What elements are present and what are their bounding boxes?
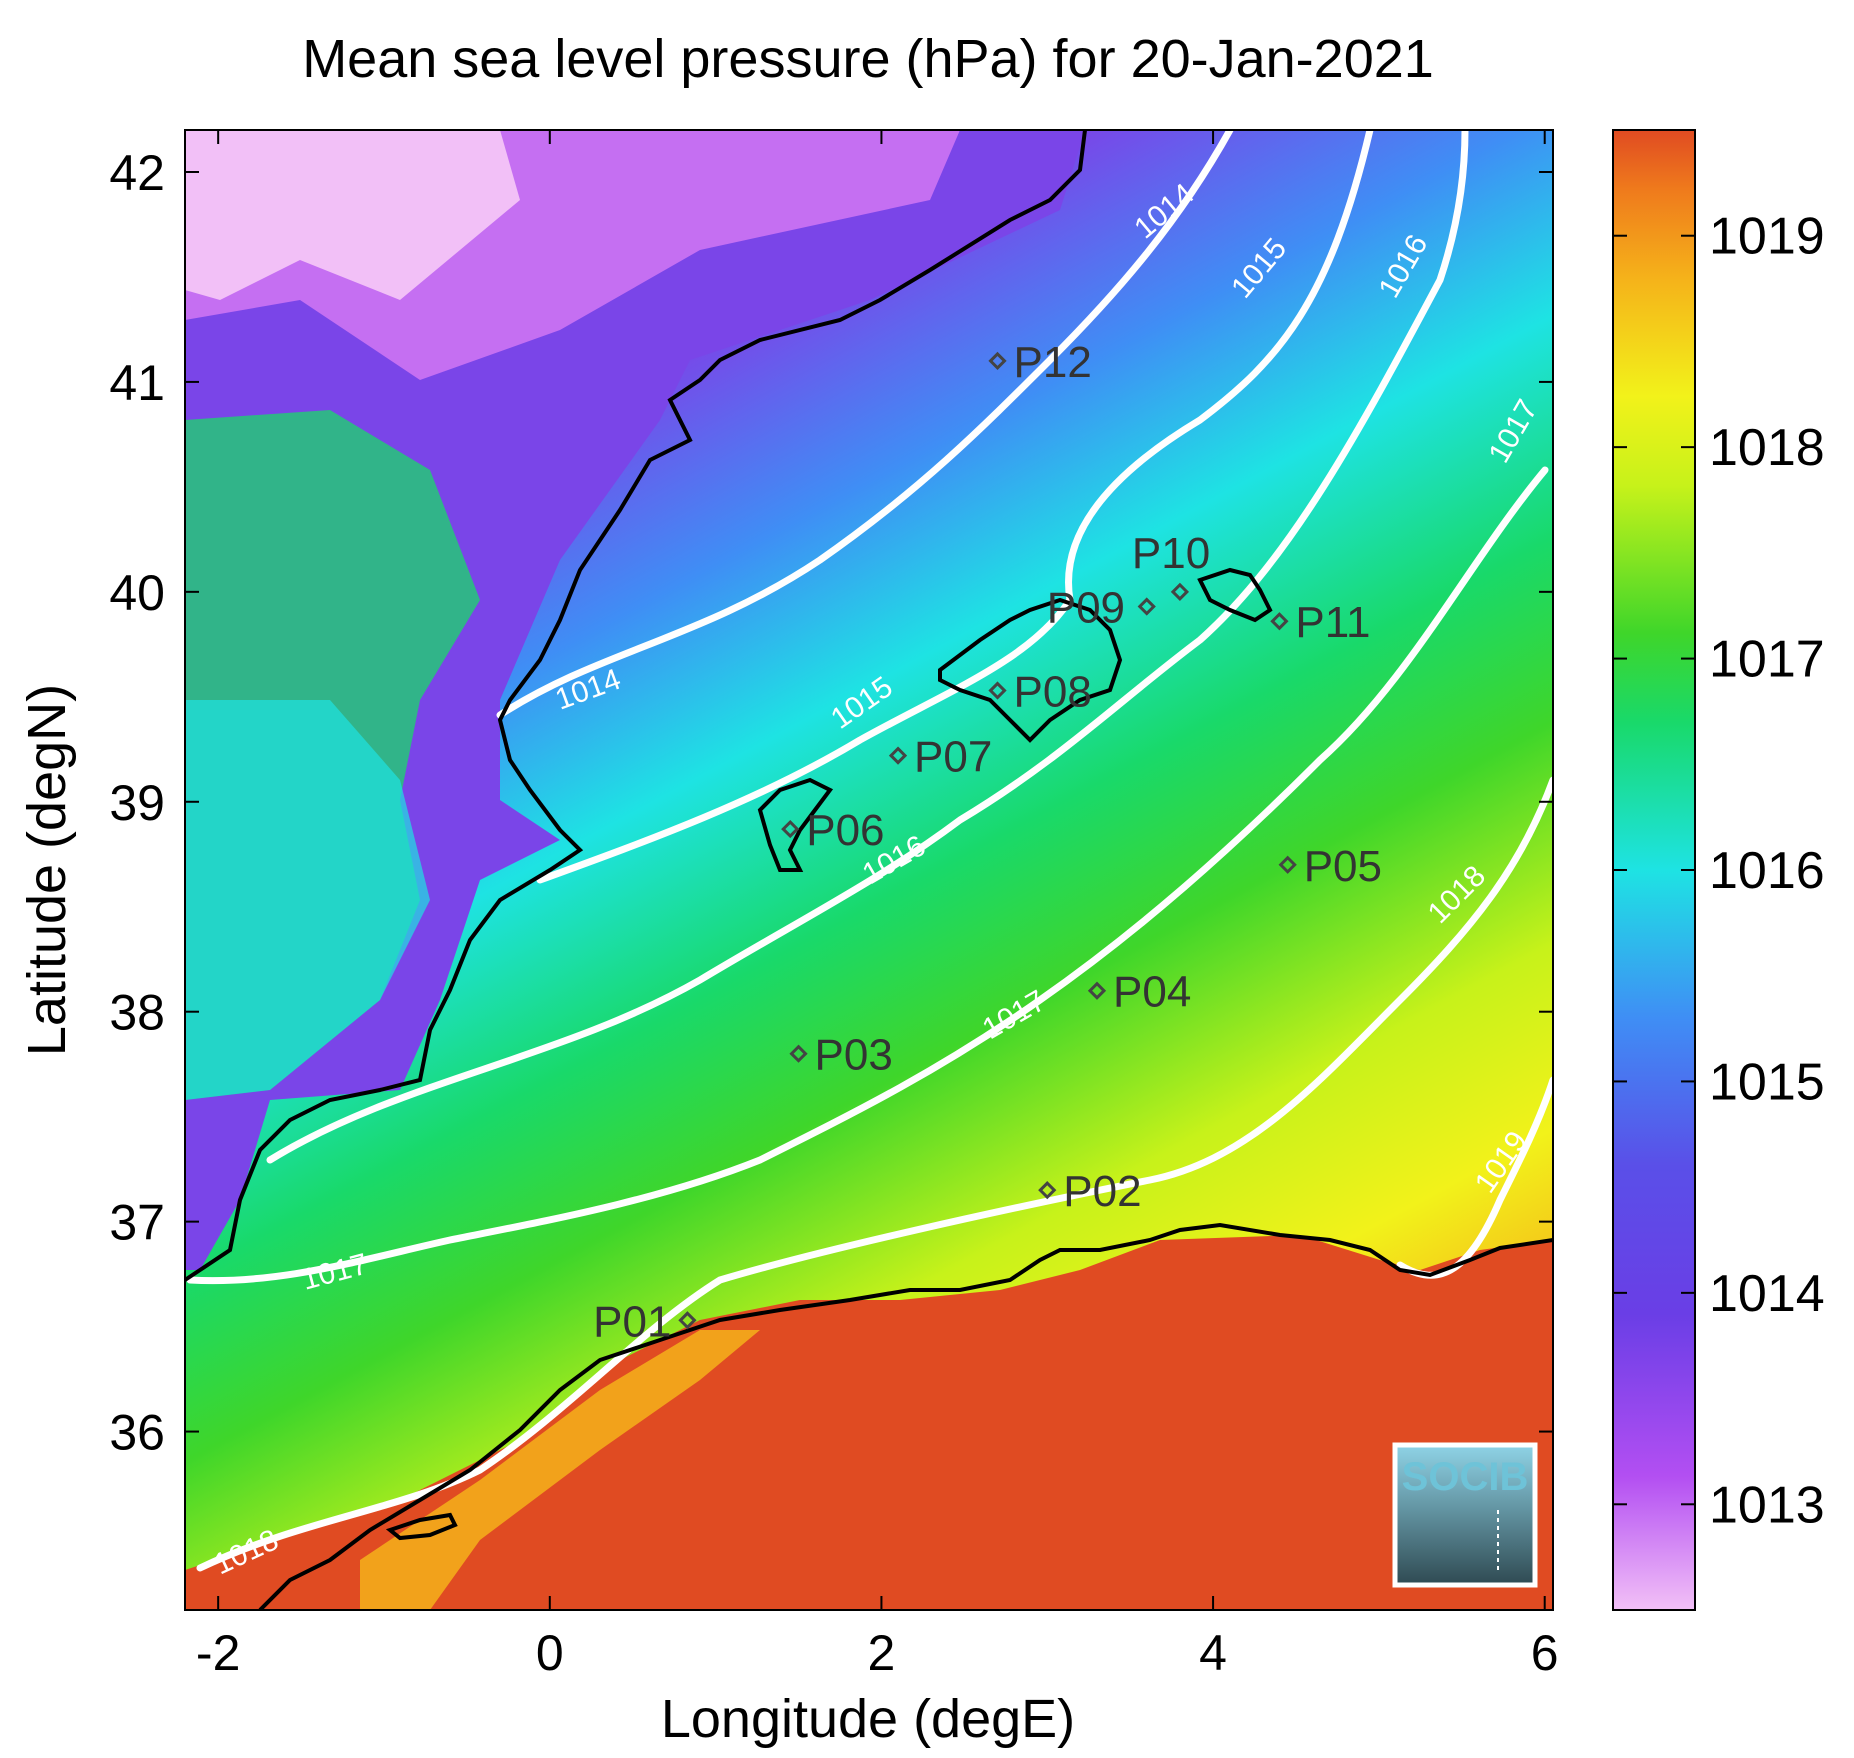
colorbar-tick-label: 1013 bbox=[1709, 1476, 1825, 1534]
socib-logo: SOCIB bbox=[1392, 1442, 1538, 1588]
station-label: P04 bbox=[1113, 968, 1191, 1017]
station-marker bbox=[888, 746, 908, 765]
colorbar-tick-label: 1015 bbox=[1709, 1053, 1825, 1111]
iberia-pink-field bbox=[185, 130, 520, 300]
x-tick-label: 0 bbox=[536, 1625, 564, 1681]
colorbar-tick-label: 1014 bbox=[1709, 1265, 1825, 1323]
y-tick-label: 37 bbox=[109, 1195, 165, 1251]
y-tick-label: 42 bbox=[109, 145, 165, 201]
station-marker bbox=[781, 819, 800, 839]
coastline-menorca bbox=[1197, 567, 1273, 623]
station-marker bbox=[988, 681, 1007, 700]
coastline-mallorca bbox=[938, 597, 1123, 743]
y-tick-label: 41 bbox=[109, 355, 165, 411]
x-tick-label: 6 bbox=[1531, 1625, 1559, 1681]
coastline-ibiza bbox=[757, 777, 834, 872]
station-label: P07 bbox=[914, 733, 992, 782]
station-label: P10 bbox=[1132, 529, 1210, 578]
coastline-africa bbox=[258, 1222, 1553, 1610]
station-label: P01 bbox=[593, 1297, 671, 1346]
station-label: P08 bbox=[1014, 668, 1092, 717]
y-tick-label: 40 bbox=[109, 565, 165, 621]
station-label: P06 bbox=[806, 806, 884, 855]
x-tick-label: 2 bbox=[868, 1625, 896, 1681]
colorbar-tick-label: 1016 bbox=[1709, 842, 1825, 900]
isobar-1016 bbox=[266, 130, 1469, 1164]
iberia-land-field bbox=[185, 130, 1085, 1270]
africa-coast-yellow bbox=[360, 1330, 760, 1610]
coastline-iberia bbox=[185, 130, 1087, 1282]
colorbar-tick-label: 1019 bbox=[1709, 208, 1825, 266]
station-marker bbox=[988, 351, 1007, 371]
x-axis-title: Longitude (degE) bbox=[661, 1689, 1075, 1749]
station-marker bbox=[678, 1311, 697, 1330]
station-label: P05 bbox=[1304, 842, 1382, 891]
x-axis: -2 0 2 4 6 bbox=[196, 130, 1559, 1681]
y-tick-label: 38 bbox=[109, 985, 165, 1041]
chart-title: Mean sea level pressure (hPa) for 20-Jan… bbox=[302, 29, 1434, 89]
station-marker bbox=[1278, 855, 1297, 874]
station-label: P03 bbox=[815, 1031, 893, 1080]
station-label: P02 bbox=[1063, 1167, 1141, 1216]
coastline-alboran bbox=[385, 1512, 458, 1541]
logo-frame bbox=[1392, 1442, 1538, 1588]
x-tick-label: 4 bbox=[1199, 1625, 1227, 1681]
colorbar: 1019 1018 1017 1016 1015 1014 1013 bbox=[1612, 129, 1825, 1611]
station-marker bbox=[1137, 597, 1156, 616]
x-tick-label: -2 bbox=[196, 1625, 240, 1681]
station-label: P09 bbox=[1047, 584, 1125, 633]
colorbar-tick-label: 1018 bbox=[1709, 419, 1825, 477]
station-marker bbox=[1038, 1181, 1057, 1200]
africa-land-field bbox=[185, 1235, 1553, 1610]
y-axis: 42 41 40 39 38 37 36 bbox=[109, 145, 1553, 1461]
isobar-1017 bbox=[186, 466, 1549, 1285]
station-marker bbox=[1170, 582, 1190, 601]
y-tick-label: 36 bbox=[109, 1405, 165, 1461]
plot-frame bbox=[184, 129, 1554, 1611]
station-label: P11 bbox=[1295, 598, 1370, 647]
iberia-west-cyan-field bbox=[185, 700, 430, 1100]
station-marker bbox=[789, 1044, 808, 1063]
map-plot-area: 1014 1014 1015 1015 1016 1016 1017 1017 … bbox=[185, 130, 1553, 1610]
station-marker bbox=[1087, 981, 1107, 1000]
colorbar-ticks: 1019 1018 1017 1016 1015 1014 1013 bbox=[1613, 208, 1825, 1534]
station-marker bbox=[1270, 612, 1289, 631]
logo-text: SOCIB bbox=[1402, 1455, 1529, 1499]
y-axis-title: Latitude (degN) bbox=[17, 684, 77, 1056]
isobar-1014 bbox=[496, 130, 1234, 719]
isobar-1015 bbox=[536, 130, 1374, 884]
y-tick-label: 39 bbox=[109, 775, 165, 831]
station-label: P12 bbox=[1014, 338, 1092, 387]
colorbar-tick-label: 1017 bbox=[1709, 631, 1825, 689]
coastline bbox=[185, 130, 1553, 1610]
